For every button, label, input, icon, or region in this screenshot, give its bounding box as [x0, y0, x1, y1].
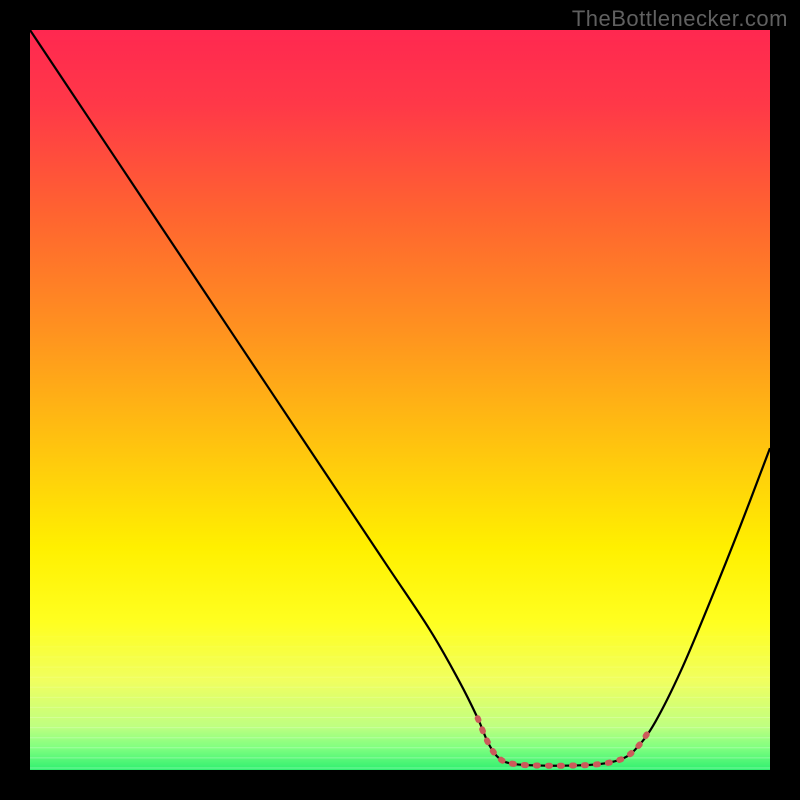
- chart-container: [30, 30, 770, 770]
- watermark-text: TheBottlenecker.com: [572, 6, 788, 32]
- chart-background: [30, 30, 770, 770]
- bottleneck-chart: [30, 30, 770, 770]
